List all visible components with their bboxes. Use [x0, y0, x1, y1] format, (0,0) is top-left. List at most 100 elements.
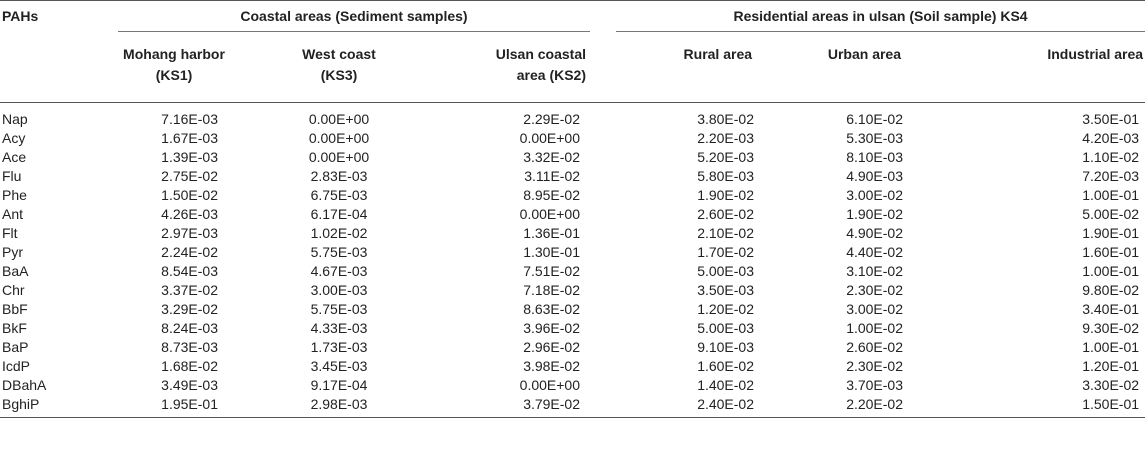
- value-cell: 8.95E-02: [523, 186, 581, 203]
- value-cell: 2.10E-02: [697, 224, 755, 241]
- value-cell: 5.80E-03: [697, 167, 755, 184]
- value-cell: 3.49E-03: [161, 376, 218, 393]
- value-cell: 2.75E-02: [161, 167, 218, 184]
- row-spacer-cell: [590, 128, 616, 147]
- col-header-line: Urban area: [827, 46, 902, 62]
- row-spacer-cell: [590, 185, 616, 204]
- value-cell: 0.00E+00: [519, 205, 581, 222]
- value-cell: 5.75E-03: [310, 300, 368, 317]
- value-cell: 5.20E-03: [697, 148, 755, 165]
- value-cell: 3.32E-02: [523, 148, 581, 165]
- value-cell: 1.39E-03: [161, 148, 218, 165]
- value-cell: 3.96E-02: [523, 319, 581, 336]
- value-cell: 9.80E-02: [1082, 281, 1140, 298]
- value-cell: 7.16E-03: [161, 110, 218, 127]
- row-spacer-cell: [590, 223, 616, 242]
- pah-name-cell: Flu: [2, 167, 22, 184]
- pah-name-cell: BghiP: [0, 394, 118, 418]
- col-header-line: (KS3): [320, 67, 358, 83]
- value-cell: 2.20E-02: [766, 394, 962, 418]
- pah-name-cell: Phe: [2, 186, 27, 203]
- col-header-line: (KS1): [155, 67, 193, 83]
- value-cell: 3.00E-02: [846, 186, 904, 203]
- value-cell: 1.60E-01: [1082, 243, 1140, 260]
- pah-name-cell: Ace: [2, 148, 27, 165]
- value-cell: 3.00E-03: [310, 281, 368, 298]
- value-cell: 2.20E-03: [697, 129, 755, 146]
- value-cell: 9.17E-04: [310, 376, 368, 393]
- row-spacer-cell: [590, 299, 616, 318]
- col-header-line: Industrial area: [1047, 46, 1144, 62]
- table-row: Pyr 2.24E-02 5.75E-03 1.30E-01 1.70E-02 4.40E…: [0, 242, 1145, 261]
- value-cell: 1.00E-01: [1082, 186, 1140, 203]
- value-cell: 5.75E-03: [310, 243, 368, 260]
- value-cell: 7.51E-02: [523, 262, 581, 279]
- value-cell: 2.98E-03: [254, 394, 424, 418]
- table-row: BaA 8.54E-03 4.67E-03 7.51E-02 5.00E-03 3.10E…: [0, 261, 1145, 280]
- value-cell: 9.30E-02: [1082, 319, 1140, 336]
- pah-name-cell: Flt: [2, 224, 18, 241]
- pah-name-cell: Acy: [2, 129, 26, 146]
- value-cell: 1.00E-02: [846, 319, 904, 336]
- pah-name-cell: DBahA: [2, 376, 47, 393]
- row-spacer-cell: [590, 261, 616, 280]
- value-cell: 7.20E-03: [1082, 167, 1140, 184]
- value-cell: 6.17E-04: [310, 205, 368, 222]
- row-spacer-cell: [590, 280, 616, 299]
- value-cell: 2.60E-02: [846, 338, 904, 355]
- table-row: BbF 3.29E-02 5.75E-03 8.63E-02 1.20E-02 3.00E…: [0, 299, 1145, 318]
- table-row: Flt 2.97E-03 1.02E-02 1.36E-01 2.10E-02 4.90E…: [0, 223, 1145, 242]
- header-group-row: PAHs Coastal areas (Sediment samples) Re…: [0, 0, 1145, 32]
- value-cell: 1.90E-02: [846, 205, 904, 222]
- value-cell: 6.10E-02: [846, 110, 904, 127]
- row-spacer-cell: [590, 394, 617, 418]
- value-cell: 5.00E-03: [697, 262, 755, 279]
- value-cell: 2.97E-03: [161, 224, 218, 241]
- value-cell: 1.20E-02: [697, 300, 755, 317]
- value-cell: 4.20E-03: [1082, 129, 1140, 146]
- value-cell: 0.00E+00: [519, 129, 581, 146]
- value-cell: 3.80E-02: [697, 110, 755, 127]
- col-header-line: Rural area: [683, 46, 753, 62]
- col-header-west-coast: West coast (KS3): [254, 31, 424, 103]
- value-cell: 3.50E-03: [697, 281, 755, 298]
- row-spacer-cell: [590, 204, 616, 223]
- value-cell: 3.79E-02: [424, 394, 591, 418]
- pah-concentration-table: PAHs Coastal areas (Sediment samples) Re…: [0, 0, 1145, 418]
- value-cell: 3.50E-01: [1082, 110, 1140, 127]
- value-cell: 2.29E-02: [523, 110, 581, 127]
- pah-name-cell: BaA: [2, 262, 29, 279]
- value-cell: 3.70E-03: [846, 376, 904, 393]
- value-cell: 8.10E-03: [846, 148, 904, 165]
- value-cell: 0.00E+00: [308, 110, 370, 127]
- value-cell: 1.68E-02: [161, 357, 218, 374]
- value-cell: 3.29E-02: [161, 300, 218, 317]
- value-cell: 2.30E-02: [846, 281, 904, 298]
- value-cell: 3.45E-03: [310, 357, 368, 374]
- residential-group-header: Residential areas in ulsan (Soil sample)…: [616, 0, 1145, 32]
- row-spacer-cell: [590, 318, 616, 337]
- col-header-line: West coast: [302, 46, 376, 62]
- value-cell: 1.50E-01: [961, 394, 1145, 418]
- col-header-urban: Urban area: [766, 31, 962, 103]
- value-cell: 2.24E-02: [161, 243, 218, 260]
- pah-name-cell: Chr: [2, 281, 25, 298]
- value-cell: 1.90E-02: [697, 186, 755, 203]
- value-cell: 8.63E-02: [523, 300, 581, 317]
- table-body: Nap 7.16E-03 0.00E+00 2.29E-02 3.80E-02 6.10E…: [0, 103, 1145, 418]
- value-cell: 2.40E-02: [616, 394, 767, 418]
- row-spacer-cell: [590, 375, 616, 394]
- value-cell: 5.30E-03: [846, 129, 904, 146]
- value-cell: 4.90E-03: [846, 167, 904, 184]
- group-spacer: [590, 0, 617, 32]
- value-cell: 1.00E-01: [1082, 338, 1140, 355]
- header-spacer: [590, 31, 617, 103]
- row-spacer-cell: [590, 337, 616, 356]
- pahs-header-blank: [0, 31, 118, 103]
- value-cell: 2.30E-02: [846, 357, 904, 374]
- value-cell: 3.11E-02: [524, 167, 581, 184]
- col-header-rural: Rural area: [616, 31, 767, 103]
- pah-name-cell: BkF: [2, 319, 27, 336]
- pahs-column-header: PAHs: [0, 0, 118, 32]
- value-cell: 3.98E-02: [523, 357, 581, 374]
